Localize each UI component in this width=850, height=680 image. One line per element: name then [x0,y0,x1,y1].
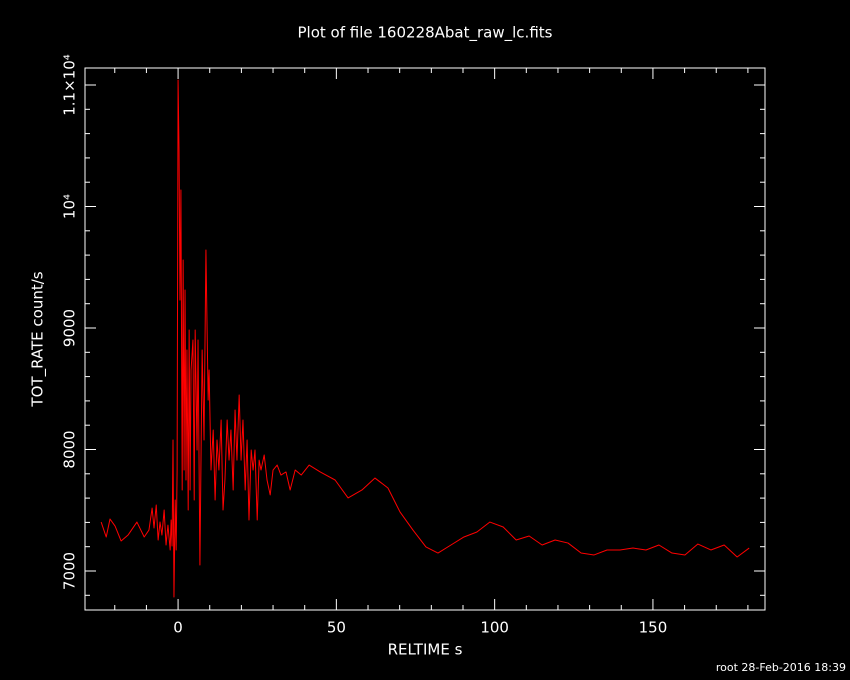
y-tick-label: 1.1×10⁴ [61,54,79,116]
footer: root 28-Feb-2016 18:39 [716,661,846,674]
x-tick-label: 0 [173,619,183,637]
chart-title: Plot of file 160228Abat_raw_lc.fits [298,24,553,43]
x-tick-label: 100 [480,619,509,637]
data-line [100,79,750,598]
x-axis-label: RELTIME s [388,641,463,659]
x-tick-label: 150 [639,619,668,637]
y-tick-label: 10⁴ [61,194,79,219]
y-tick-label: 7000 [61,552,79,590]
y-tick-label: 9000 [61,309,79,347]
plot-frame [84,67,766,611]
y-tick-label: 8000 [61,430,79,468]
y-axis-label: TOT_RATE count/s [29,271,48,407]
x-tick-label: 50 [327,619,346,637]
